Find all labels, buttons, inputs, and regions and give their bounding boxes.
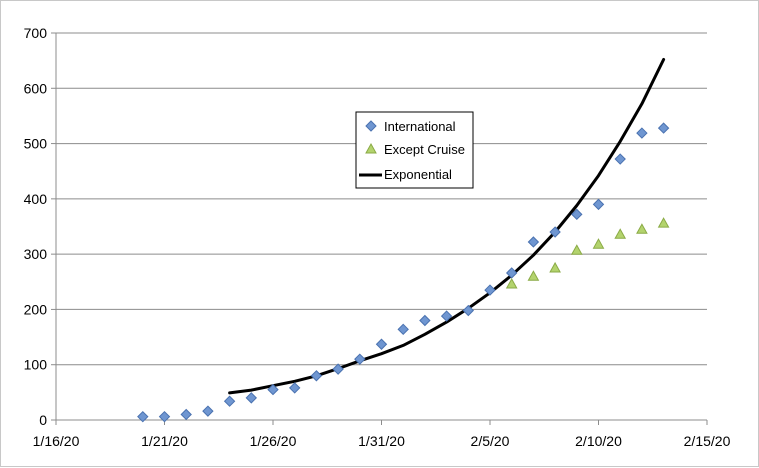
y-tick-label: 700 (24, 25, 48, 41)
data-series (137, 58, 670, 423)
data-point-international (462, 304, 475, 317)
legend-label-except-cruise: Except Cruise (384, 142, 465, 157)
data-point-international (657, 122, 670, 134)
x-tick-label: 2/5/20 (471, 433, 510, 449)
data-point-international (223, 395, 236, 407)
data-point-international (288, 382, 301, 394)
data-point-international (592, 198, 605, 211)
y-tick-label: 100 (24, 357, 48, 373)
y-tick-label: 300 (24, 246, 48, 262)
data-point-international (636, 127, 648, 139)
data-point-except-cruise (570, 244, 583, 255)
data-point-international (354, 353, 366, 365)
data-point-international (137, 410, 149, 423)
legend-item-international: International (365, 119, 456, 134)
data-point-international (549, 226, 561, 238)
y-tick-label: 200 (24, 301, 48, 317)
legend: International Except Cruise Exponential (355, 111, 474, 189)
legend-item-exponential: Exponential (359, 167, 452, 182)
data-point-except-cruise (614, 228, 627, 239)
data-point-international (375, 338, 388, 350)
x-tick-label: 2/10/20 (575, 433, 622, 449)
data-point-international (180, 408, 192, 421)
data-point-except-cruise (549, 261, 561, 273)
data-point-international (397, 323, 409, 336)
y-tick-label: 600 (24, 80, 48, 96)
data-point-international (571, 208, 583, 221)
legend-label-international: International (384, 119, 456, 134)
data-point-except-cruise (657, 217, 670, 228)
data-point-except-cruise (505, 277, 518, 289)
data-point-international (440, 310, 453, 322)
legend-item-except-cruise: Except Cruise (365, 142, 465, 157)
legend-label-exponential: Exponential (384, 167, 452, 182)
x-tick-label: 1/31/20 (358, 433, 405, 449)
data-point-international (310, 370, 323, 382)
data-point-except-cruise (592, 238, 605, 249)
data-point-international (245, 392, 258, 404)
legend-diamond-icon (365, 120, 377, 132)
x-tick-label: 2/15/20 (684, 433, 731, 449)
data-point-international (332, 363, 344, 375)
y-tick-label: 400 (24, 191, 48, 207)
data-point-international (527, 236, 540, 248)
data-point-except-cruise (527, 270, 540, 281)
series-line-exponential (228, 58, 666, 395)
data-point-international (158, 410, 171, 423)
x-tick-label: 1/21/20 (141, 433, 188, 449)
x-tick-label: 1/16/20 (33, 433, 80, 449)
y-tick-label: 0 (39, 412, 47, 428)
data-point-international (614, 153, 626, 165)
data-point-international (419, 314, 431, 327)
data-point-international (484, 284, 496, 296)
data-point-international (267, 383, 279, 396)
legend-triangle-icon (365, 142, 377, 154)
data-point-except-cruise (636, 223, 648, 234)
x-tick-label: 1/26/20 (250, 433, 297, 449)
y-tick-label: 500 (24, 136, 48, 152)
data-point-international (202, 405, 214, 417)
gridlines (56, 32, 707, 421)
data-point-international (505, 267, 518, 279)
axes: 0 100 200 300 400 500 600 700 1/16/20 1/21/20 1/26… (24, 25, 731, 449)
